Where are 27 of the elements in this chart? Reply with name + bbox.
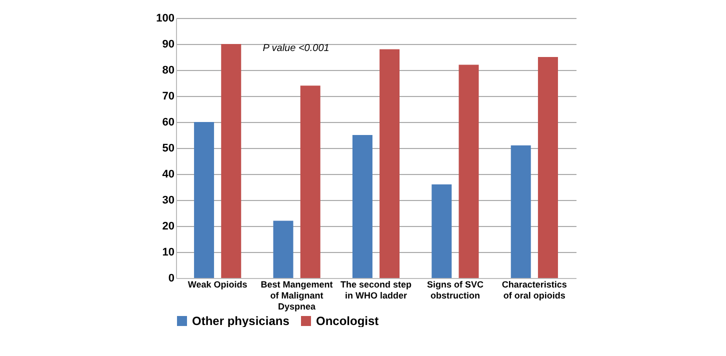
bar — [458, 64, 479, 278]
y-tick-label: 90 — [162, 38, 174, 50]
y-tick-label: 30 — [162, 194, 174, 206]
bar — [221, 44, 242, 278]
x-tick-label: Best Mangement of Malignant Dyspnea — [260, 280, 333, 312]
y-tick-label: 0 — [168, 272, 174, 284]
x-tick-label: The second step in WHO ladder — [340, 280, 412, 300]
y-tick-label: 80 — [162, 64, 174, 76]
bar — [510, 145, 531, 278]
x-tick-label: Signs of SVC obstruction — [426, 280, 484, 300]
y-tick-label: 50 — [162, 142, 174, 154]
y-tick-label: 70 — [162, 90, 174, 102]
y-tick-label: 20 — [162, 220, 174, 232]
x-tick-label: Weak Opioids — [188, 280, 248, 290]
bar — [194, 122, 214, 278]
x-tick-label: Characteristics of oral opioids — [502, 280, 567, 300]
bar — [432, 184, 452, 278]
bar — [538, 57, 558, 278]
annotation: P value <0.001 — [262, 43, 330, 54]
bar — [300, 86, 320, 278]
bar — [352, 135, 372, 278]
y-tick-label: 40 — [162, 168, 174, 180]
y-tick-label: 100 — [156, 12, 174, 24]
bar — [273, 220, 294, 278]
y-tick-label: 10 — [162, 246, 174, 258]
bar — [380, 49, 400, 278]
y-tick-label: 60 — [162, 116, 174, 128]
